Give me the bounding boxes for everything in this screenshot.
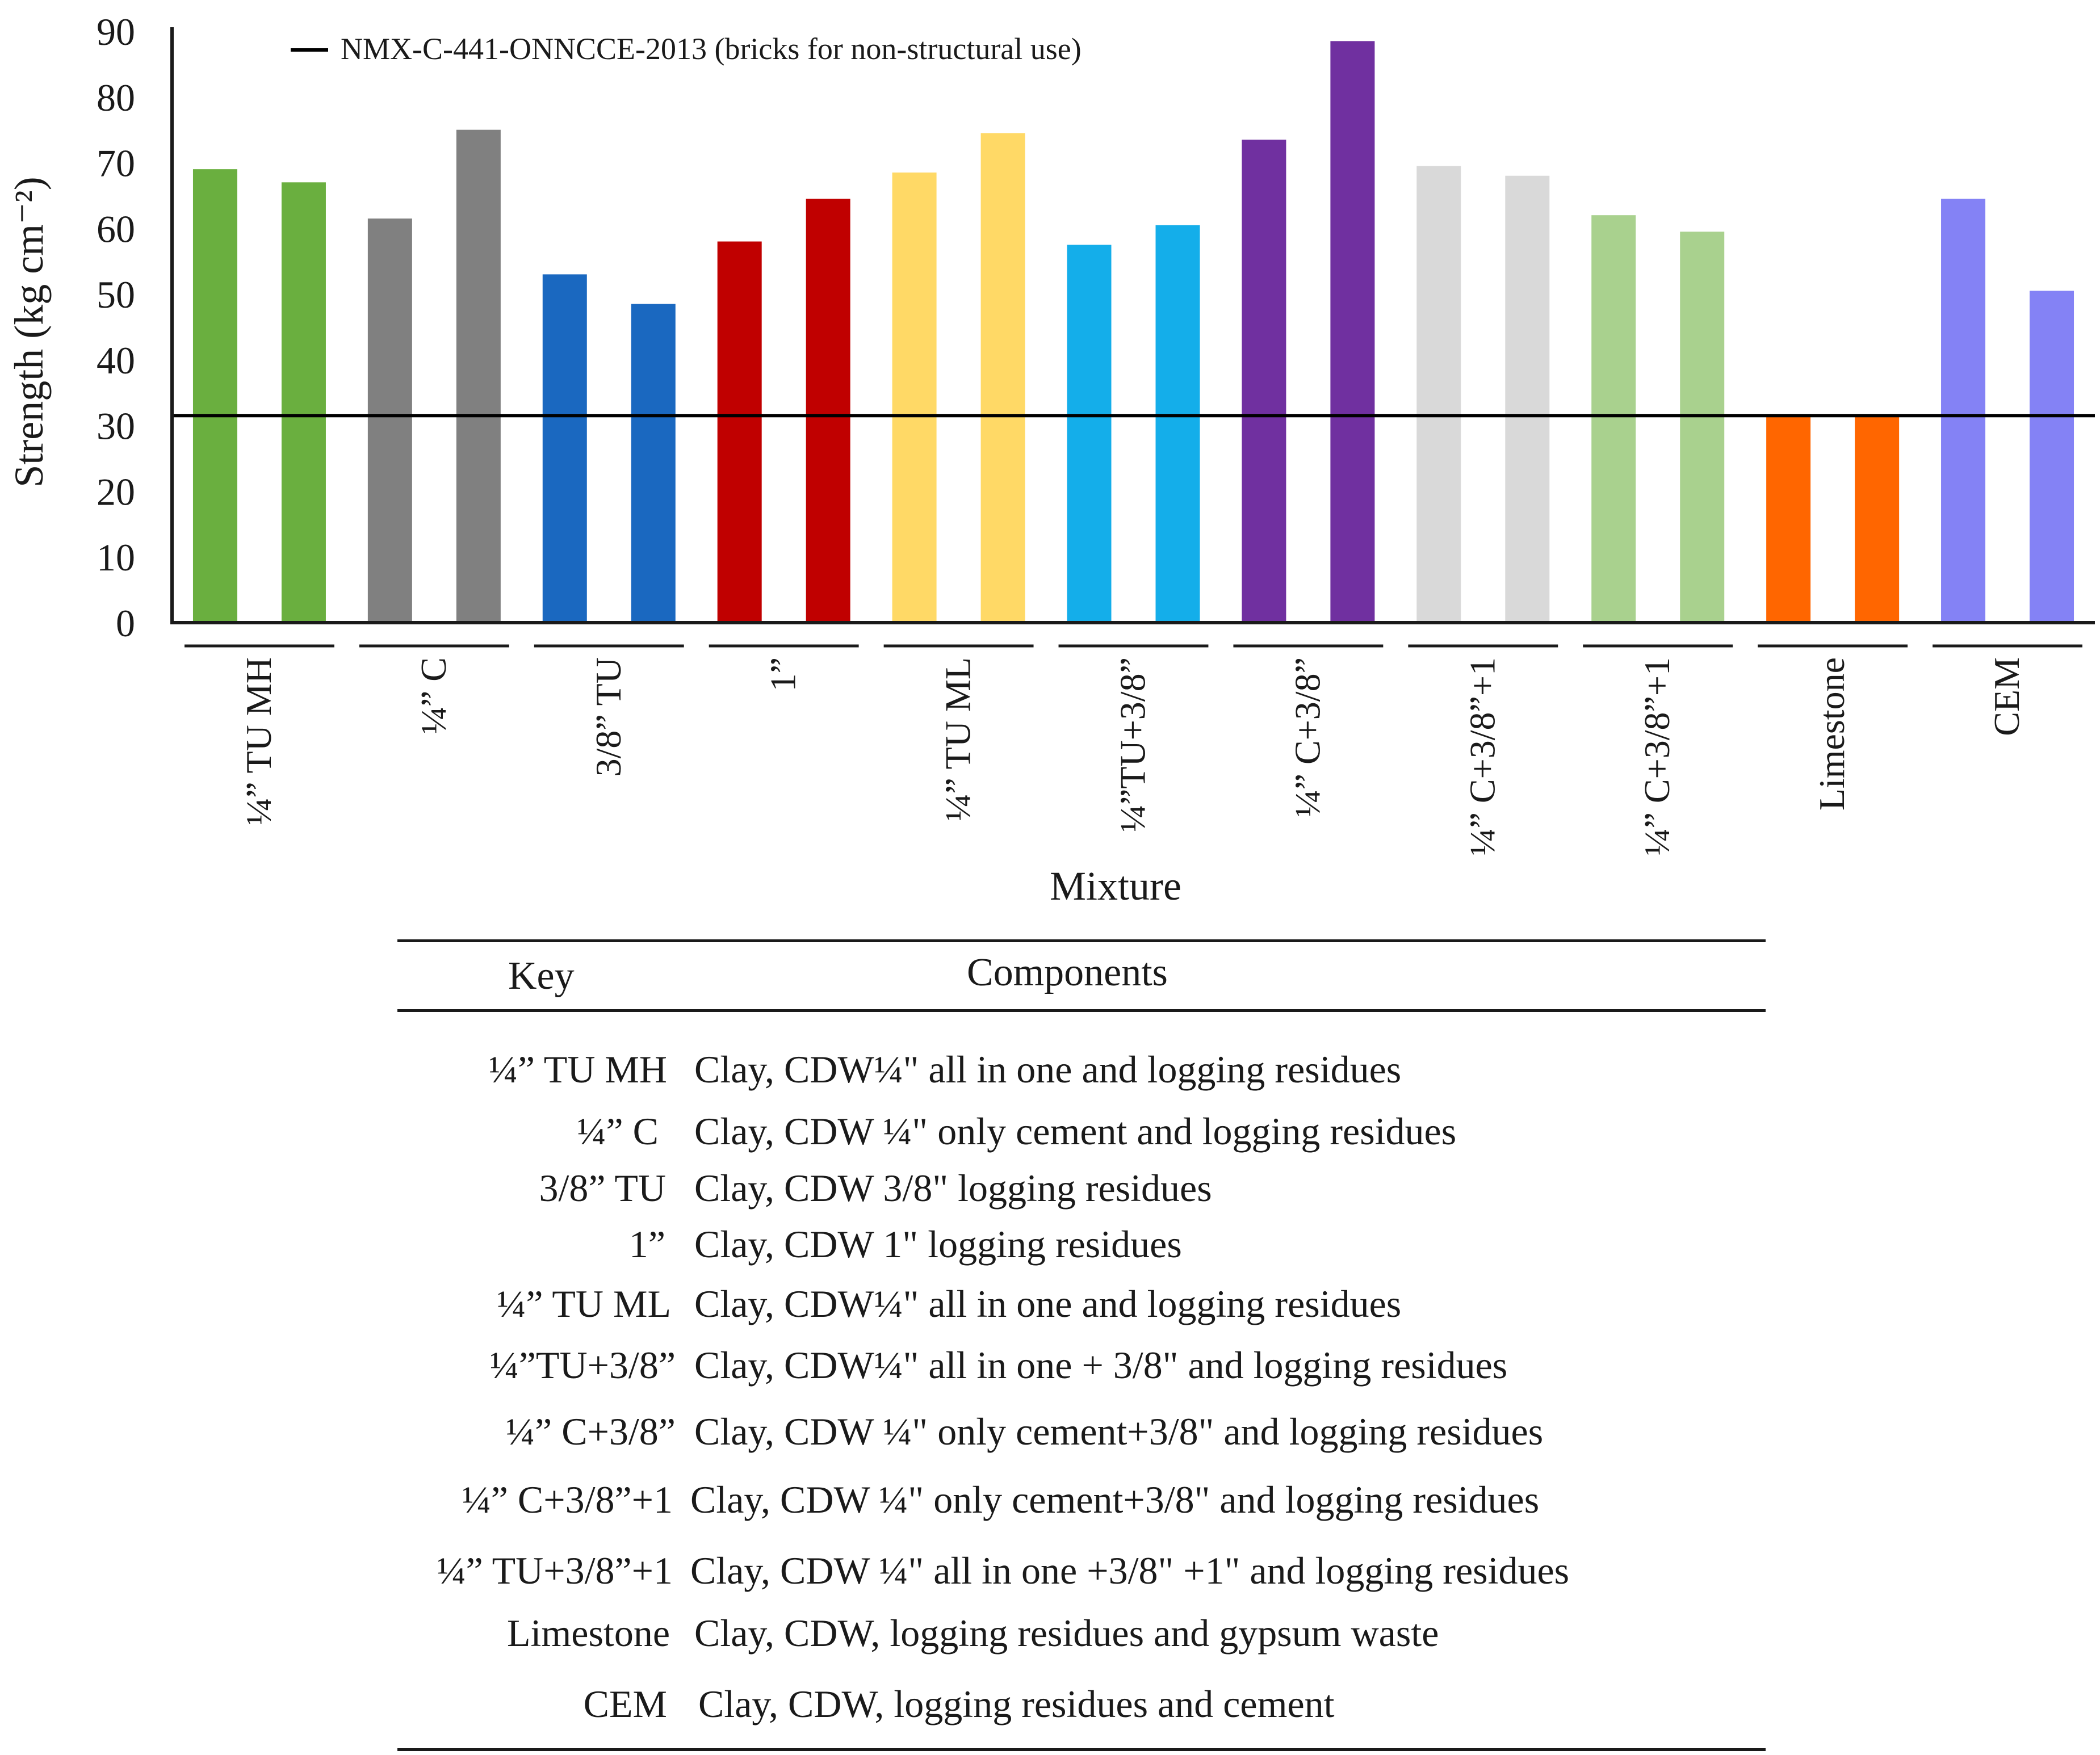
category-label: 3/8” TU <box>588 657 628 776</box>
row-key: Limestone <box>506 1611 670 1655</box>
y-tick-label: 0 <box>116 602 135 645</box>
category-label: ¼” C+3/8”+1 <box>1637 657 1677 855</box>
row-key: ¼” TU+3/8”+1 <box>437 1549 673 1592</box>
category-label: ¼” C <box>413 657 454 734</box>
y-axis-title: Strength (kg cm⁻²) <box>6 177 52 488</box>
table-row: ¼” TU MH Clay, CDW¼" all in one and logg… <box>397 1046 1766 1093</box>
row-components: Clay, CDW, logging residues and cement <box>698 1682 1335 1725</box>
row-components: Clay, CDW ¼" all in one +3/8" +1" and lo… <box>690 1549 1570 1592</box>
table-row: ¼” C+3/8”+1 Clay, CDW ¼" only cement+3/8… <box>397 1476 1766 1523</box>
row-key: 3/8” TU <box>539 1166 667 1210</box>
category-label: ¼” TU ML <box>938 657 978 821</box>
table-row: Limestone Clay, CDW, logging residues an… <box>397 1609 1766 1657</box>
y-tick-label: 20 <box>97 470 135 513</box>
row-key: ¼” TU ML <box>497 1282 671 1325</box>
table-header-key: Key <box>508 954 575 998</box>
table-row: ¼” C+3/8” Clay, CDW ¼" only cement+3/8" … <box>397 1408 1766 1455</box>
y-tick-label: 30 <box>97 405 135 448</box>
table-header-rule <box>397 1009 1766 1012</box>
table-row: 1” Clay, CDW 1" logging residues <box>397 1220 1766 1268</box>
bar <box>2030 291 2074 623</box>
bar <box>367 218 412 623</box>
x-category-labels: ¼” TU MH ¼” C 3/8” TU 1” ¼” TU ML ¼”TU+3/8” ¼”… <box>185 644 2082 855</box>
table-row: ¼”TU+3/8” Clay, CDW¼" all in one + 3/8" … <box>397 1341 1766 1389</box>
bar <box>980 133 1025 623</box>
category-label: ¼”TU+3/8” <box>1113 657 1153 832</box>
bar <box>1591 215 1636 623</box>
bar <box>1766 415 1811 623</box>
row-components: Clay, CDW ¼" only cement and logging res… <box>694 1110 1457 1153</box>
row-components: Clay, CDW 3/8" logging residues <box>694 1166 1212 1210</box>
bar <box>542 274 587 623</box>
y-tick-label: 10 <box>97 536 135 579</box>
bar <box>631 304 676 623</box>
table-row: CEM Clay, CDW, logging residues and ceme… <box>397 1680 1766 1728</box>
row-components: Clay, CDW¼" all in one and logging resid… <box>694 1282 1402 1325</box>
row-key: ¼”TU+3/8” <box>489 1343 676 1387</box>
y-tick-label: 50 <box>97 273 135 316</box>
category-label: ¼” C+3/8” <box>1287 657 1327 817</box>
y-tick-label: 70 <box>97 142 135 185</box>
table-row: 3/8” TU Clay, CDW 3/8" logging residues <box>397 1164 1766 1212</box>
bar <box>1242 140 1286 623</box>
category-label: CEM <box>1986 657 2027 736</box>
table-row: ¼” TU ML Clay, CDW¼" all in one and logg… <box>397 1280 1766 1328</box>
y-tick-label: 80 <box>97 76 135 119</box>
row-components: Clay, CDW, logging residues and gypsum w… <box>694 1611 1439 1655</box>
bars <box>192 41 2074 623</box>
axes <box>170 27 2095 624</box>
bar <box>456 129 501 623</box>
bar <box>1505 175 1550 623</box>
category-label: 1” <box>763 657 803 691</box>
key-table: Key Components ¼” TU MH Clay, CDW¼" all … <box>397 939 1766 1751</box>
bar <box>1155 225 1200 623</box>
bar <box>1067 245 1112 623</box>
y-tick-label: 60 <box>97 207 135 250</box>
bar <box>1941 199 1986 623</box>
legend-label: NMX-C-441-ONNCCE-2013 (bricks for non-st… <box>341 32 1082 66</box>
bar <box>806 199 850 623</box>
bar <box>1416 166 1461 623</box>
table-bottom-rule <box>397 1748 1766 1751</box>
bar <box>1680 232 1725 623</box>
category-label: ¼” TU MH <box>238 657 279 825</box>
category-label: ¼” C+3/8”+1 <box>1462 657 1502 855</box>
bar <box>281 182 326 623</box>
y-tick-label: 40 <box>97 339 135 382</box>
row-components: Clay, CDW 1" logging residues <box>694 1223 1182 1266</box>
row-key: ¼” C+3/8”+1 <box>462 1478 673 1521</box>
row-key: 1” <box>628 1223 665 1266</box>
row-components: Clay, CDW¼" all in one and logging resid… <box>694 1048 1402 1091</box>
bar <box>892 172 937 623</box>
row-key: CEM <box>583 1682 667 1725</box>
y-tick-label: 90 <box>97 10 135 53</box>
table-header-components: Components <box>967 951 1168 994</box>
category-label: Limestone <box>1812 657 1852 811</box>
table-row: ¼” C Clay, CDW ¼" only cement and loggin… <box>397 1107 1766 1155</box>
row-components: Clay, CDW¼" all in one + 3/8" and loggin… <box>694 1343 1508 1387</box>
strength-bar-chart: 0 10 20 30 40 50 60 70 80 90 ¼” TU MH ¼” C 3/8” TU 1… <box>6 10 2095 909</box>
row-components: Clay, CDW ¼" only cement+3/8" and loggin… <box>694 1410 1544 1453</box>
table-top-rule <box>397 939 1766 942</box>
bar <box>1855 415 1900 623</box>
row-key: ¼” TU MH <box>488 1048 667 1091</box>
bar <box>1330 41 1375 623</box>
y-axis-ticks: 0 10 20 30 40 50 60 70 80 90 <box>97 10 135 645</box>
row-key: ¼” C+3/8” <box>506 1410 676 1453</box>
row-components: Clay, CDW ¼" only cement+3/8" and loggin… <box>690 1478 1540 1521</box>
table-row: ¼” TU+3/8”+1 Clay, CDW ¼" all in one +3/… <box>397 1547 1766 1594</box>
bar <box>192 169 237 623</box>
bar <box>717 241 762 623</box>
x-axis-title: Mixture <box>1050 863 1181 909</box>
row-key: ¼” C <box>577 1110 659 1153</box>
